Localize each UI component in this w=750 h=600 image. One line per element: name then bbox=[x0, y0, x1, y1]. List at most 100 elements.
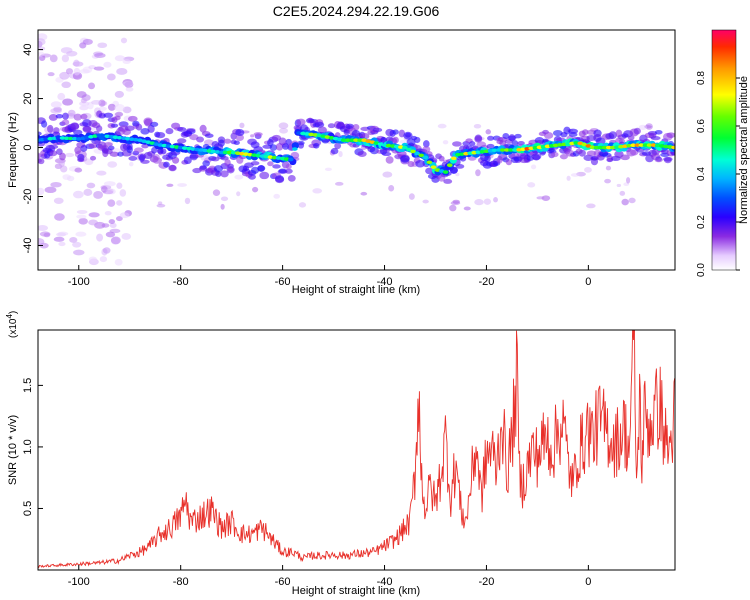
spectrogram-speckle bbox=[536, 196, 545, 200]
spectrogram-ridge-core bbox=[605, 145, 612, 150]
spectrogram-speckle bbox=[129, 161, 134, 167]
spectrogram-speckle bbox=[72, 249, 85, 256]
spectrogram-ridge-core bbox=[601, 145, 608, 150]
spectrogram-speckle bbox=[105, 231, 116, 238]
spectrogram-speckle bbox=[335, 181, 344, 186]
spectrogram-x-ticks: -100 -80 -60 -40 -20 0 bbox=[68, 265, 591, 288]
spectrogram-halo bbox=[334, 142, 342, 150]
spectrogram-halo bbox=[372, 127, 383, 133]
snr-frame bbox=[37, 329, 676, 571]
spectrogram-ridge-core bbox=[67, 136, 74, 141]
spectrogram-halo bbox=[392, 136, 399, 144]
snr-y-tick-label: 0.5 bbox=[22, 501, 34, 516]
spectrogram-halo bbox=[171, 156, 180, 164]
spectrogram-ridge-core bbox=[499, 148, 506, 152]
spectrogram-speckle bbox=[116, 182, 123, 189]
spectrogram-speckle bbox=[91, 99, 102, 105]
spectrogram-halo bbox=[141, 143, 149, 149]
spectrogram-speckle bbox=[49, 54, 58, 63]
spectrogram-speckle bbox=[88, 82, 96, 90]
spectrogram-x-tick-label: -60 bbox=[275, 276, 291, 288]
spectrogram-speckle bbox=[119, 212, 130, 219]
spectrogram-ridge-core bbox=[512, 148, 518, 152]
spectrogram-speckle bbox=[121, 233, 132, 240]
spectrogram-ridge-core bbox=[422, 155, 429, 160]
spectrogram-halo bbox=[345, 123, 354, 130]
spectrogram-speckle bbox=[586, 203, 596, 209]
spectrogram-halo bbox=[62, 112, 69, 120]
snr-background bbox=[38, 330, 675, 570]
spectrogram-halo bbox=[168, 164, 177, 171]
spectrogram-halo bbox=[620, 154, 630, 161]
spectrogram-halo bbox=[403, 131, 413, 140]
spectrogram-ridge-core bbox=[630, 143, 637, 148]
spectrogram-halo bbox=[47, 124, 54, 133]
spectrogram-speckle bbox=[60, 165, 68, 173]
spectrogram-marks bbox=[38, 33, 675, 266]
spectrogram-speckle bbox=[39, 231, 51, 237]
spectrogram-halo bbox=[400, 155, 410, 163]
spectrogram-speckle bbox=[114, 111, 124, 117]
spectrogram-halo bbox=[627, 135, 635, 140]
spectrogram-y-tick-label: 40 bbox=[22, 43, 34, 55]
snr-y-label: SNR (10 * v/v) bbox=[7, 415, 19, 485]
spectrogram-x-tick-label: 0 bbox=[585, 276, 591, 288]
spectrogram-ridge-core bbox=[597, 145, 604, 150]
spectrogram-halo bbox=[183, 156, 192, 165]
spectrogram-ridge-core bbox=[406, 147, 412, 152]
spectrogram-halo bbox=[74, 146, 82, 155]
spectrogram-ridge-core bbox=[222, 150, 229, 155]
spectrogram-ridge-core bbox=[402, 145, 408, 150]
spectrogram-speckle bbox=[38, 38, 46, 46]
spectrogram-halo bbox=[73, 129, 83, 136]
spectrogram-speckle bbox=[483, 198, 492, 205]
spectrogram-halo bbox=[423, 140, 430, 148]
spectrogram-speckle bbox=[422, 199, 429, 204]
spectrogram-halo bbox=[189, 152, 198, 161]
spectrogram-speckle bbox=[114, 90, 124, 98]
spectrogram-halo bbox=[606, 155, 613, 162]
spectrogram-halo bbox=[514, 133, 522, 139]
spectrogram-speckle bbox=[53, 236, 65, 242]
spectrogram-halo bbox=[568, 128, 579, 134]
spectrogram-speckle bbox=[50, 108, 62, 114]
spectrogram-ridge-core bbox=[55, 135, 62, 140]
spectrogram-speckle bbox=[485, 129, 492, 135]
spectrogram-halo bbox=[422, 146, 431, 153]
spectrogram-halo bbox=[155, 131, 166, 139]
spectrogram-speckle bbox=[105, 188, 114, 194]
spectrogram-halo bbox=[381, 151, 392, 157]
spectrogram-speckle bbox=[604, 178, 611, 184]
spectrogram-x-tick-label: -40 bbox=[377, 276, 393, 288]
spectrogram-ridge-core bbox=[610, 145, 616, 150]
spectrogram-speckle bbox=[239, 122, 245, 129]
spectrogram-halo bbox=[317, 126, 327, 134]
spectrogram-halo bbox=[267, 161, 274, 167]
spectrogram-speckle bbox=[62, 98, 74, 106]
spectrogram-halo bbox=[486, 143, 495, 149]
spectrogram-speckle bbox=[220, 196, 229, 202]
spectrogram-speckle bbox=[58, 159, 65, 168]
spectrogram-halo bbox=[235, 128, 245, 137]
colorbar-tick-label: 0.6 bbox=[696, 119, 707, 133]
spectrogram-halo bbox=[425, 167, 434, 175]
spectrogram-halo bbox=[38, 131, 42, 136]
spectrogram-halo bbox=[392, 129, 399, 135]
spectrogram-speckle bbox=[58, 241, 66, 247]
spectrogram-speckle bbox=[47, 72, 55, 77]
spectrogram-halo bbox=[103, 142, 113, 147]
spectrogram-halo bbox=[109, 151, 120, 157]
spectrogram-halo bbox=[48, 144, 59, 150]
spectrogram-speckle bbox=[119, 189, 127, 197]
spectrogram-halo bbox=[250, 161, 260, 166]
spectrogram-halo bbox=[269, 144, 278, 151]
spectrogram-speckle bbox=[83, 188, 93, 196]
spectrogram-halo bbox=[253, 132, 263, 137]
spectrogram-halo bbox=[114, 115, 121, 121]
spectrogram-speckle bbox=[584, 167, 592, 173]
spectrogram-halo bbox=[152, 157, 162, 164]
spectrogram-halo bbox=[77, 157, 85, 163]
spectrogram-halo bbox=[505, 158, 513, 166]
spectrogram-halo bbox=[578, 149, 586, 157]
spectrogram-ridge-core bbox=[63, 136, 70, 141]
